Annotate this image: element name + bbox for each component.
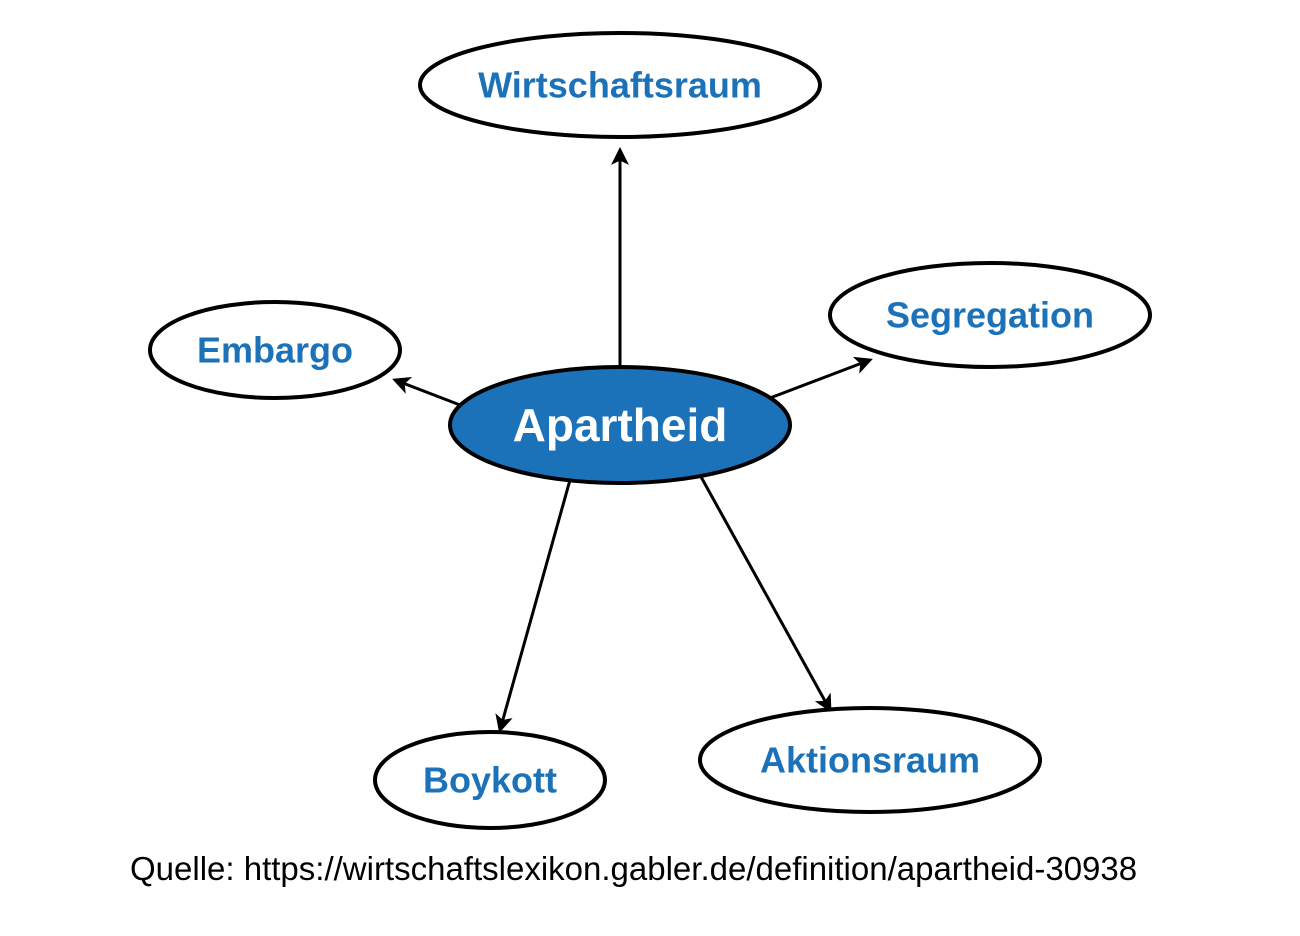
- node-label-aktionsraum: Aktionsraum: [760, 739, 980, 780]
- node-label-apartheid: Apartheid: [513, 399, 728, 451]
- node-apartheid: Apartheid: [450, 367, 790, 483]
- node-embargo: Embargo: [150, 302, 400, 398]
- node-segregation: Segregation: [830, 263, 1150, 367]
- concept-map: Wirtschaftsraum Segregation Embargo Boykott…: [0, 0, 1300, 936]
- node-label-wirtschaftsraum: Wirtschaftsraum: [478, 64, 762, 105]
- edge-apartheid-segregation: [770, 360, 870, 398]
- node-label-segregation: Segregation: [886, 294, 1094, 335]
- source-caption: Quelle: https://wirtschaftslexikon.gable…: [130, 850, 1137, 887]
- edge-apartheid-embargo: [395, 380, 460, 405]
- edge-apartheid-aktionsraum: [700, 475, 830, 710]
- node-label-boykott: Boykott: [423, 759, 557, 800]
- node-label-embargo: Embargo: [197, 329, 353, 370]
- node-aktionsraum: Aktionsraum: [700, 708, 1040, 812]
- edge-apartheid-boykott: [500, 480, 570, 730]
- node-wirtschaftsraum: Wirtschaftsraum: [420, 33, 820, 137]
- node-boykott: Boykott: [375, 732, 605, 828]
- nodes: Wirtschaftsraum Segregation Embargo Boykott…: [150, 33, 1150, 828]
